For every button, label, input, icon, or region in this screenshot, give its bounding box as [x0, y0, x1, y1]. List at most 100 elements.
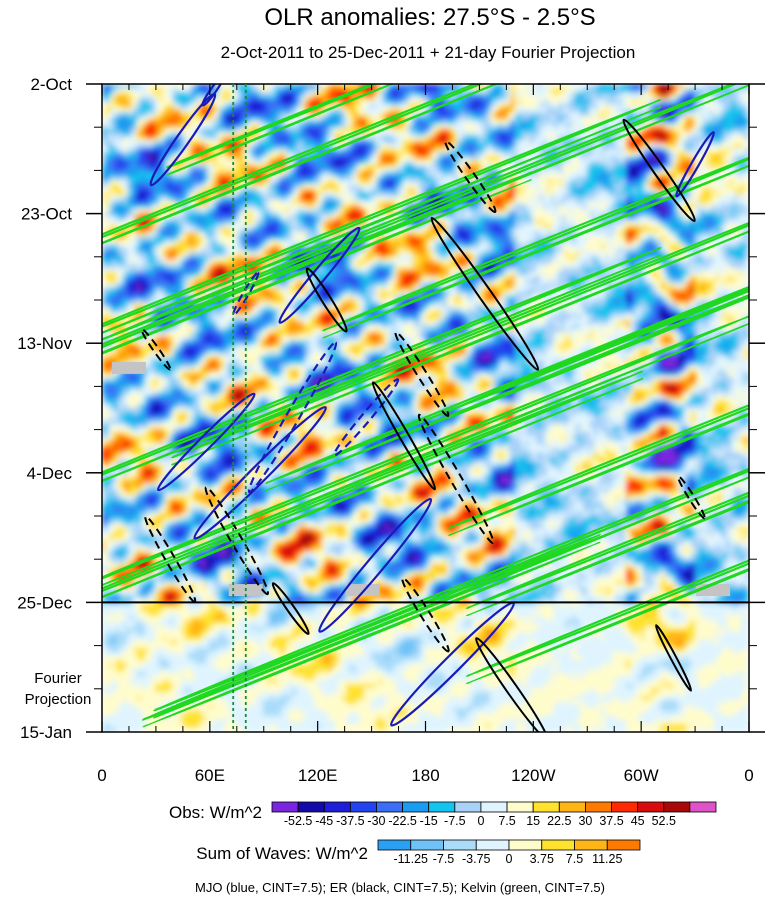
er-contour — [475, 637, 549, 732]
y-tick-label: 4-Dec — [27, 464, 73, 483]
chart-subtitle: 2-Oct-2011 to 25-Dec-2011 + 21-day Fouri… — [221, 43, 636, 62]
missing-data-mark — [345, 584, 380, 597]
kelvin-contour — [102, 98, 663, 379]
kelvin-contour — [102, 246, 663, 527]
colorbar-swatch — [349, 801, 377, 813]
colorbar-swatch — [558, 801, 586, 813]
colorbar-tick-label: 0 — [506, 852, 513, 866]
colorbar-swatch — [480, 801, 508, 813]
colorbar-tick-label: -52.5 — [284, 814, 313, 828]
y-tick-label: 15-Jan — [20, 723, 72, 742]
x-tick-label: 60W — [624, 766, 659, 785]
mjo-contour — [232, 271, 260, 317]
mjo-contour — [318, 497, 433, 633]
colorbar-swatch — [506, 801, 534, 813]
x-tick-label: 0 — [97, 766, 106, 785]
colorbar-swatch — [508, 839, 543, 851]
mjo-contour — [193, 405, 327, 540]
kelvin-contour-inner — [465, 498, 749, 685]
colorbar-tick-label: -11.25 — [393, 852, 428, 866]
kelvin-contour-inner — [102, 377, 644, 657]
waves-colorbar-label: Sum of Waves: W/m^2 — [196, 844, 368, 863]
kelvin-contour — [141, 533, 602, 721]
kelvin-contour — [170, 178, 749, 459]
kelvin-contour — [102, 314, 749, 595]
er-contour — [622, 118, 696, 223]
er-contour — [371, 381, 437, 491]
kelvin-contour — [447, 342, 749, 530]
colorbar-tick-label: 7.5 — [566, 852, 583, 866]
colorbar-swatch — [377, 839, 412, 851]
x-tick-label: 120W — [511, 766, 555, 785]
er-contour — [204, 486, 270, 596]
colorbar-tick-label: -7.5 — [444, 814, 466, 828]
colorbar-tick-label: -37.5 — [336, 814, 365, 828]
colorbar-tick-label: 22.5 — [547, 814, 571, 828]
colorbar-swatch — [606, 839, 641, 851]
colorbar-swatch — [637, 801, 665, 813]
er-contour — [394, 331, 450, 417]
mjo-contour — [156, 392, 256, 492]
kelvin-contour — [264, 251, 749, 485]
kelvin-contour — [102, 84, 749, 342]
mjo-contour — [201, 84, 226, 107]
obs-colorbar-label: Obs: W/m^2 — [169, 803, 262, 822]
colorbar-tick-label: 11.25 — [592, 852, 622, 866]
kelvin-contour-inner — [264, 258, 749, 492]
y-tick-label: 25-Dec — [17, 593, 72, 612]
colorbar-swatch — [297, 801, 325, 813]
kelvin-contour-inner — [102, 106, 662, 386]
colorbar-tick-label: -3.75 — [462, 852, 491, 866]
colorbar-swatch — [475, 839, 510, 851]
colorbar-tick-label: -7.5 — [433, 852, 455, 866]
colorbar-swatch — [541, 839, 575, 851]
mjo-contour — [247, 341, 338, 494]
kelvin-contour-inner — [447, 349, 749, 537]
chart-title: OLR anomalies: 27.5°S - 2.5°S — [264, 4, 595, 31]
kelvin-contour — [321, 144, 749, 332]
olr-heatmap — [102, 84, 749, 732]
colorbar-swatch — [376, 801, 403, 813]
kelvin-contour — [102, 370, 645, 650]
colorbar-swatch — [402, 801, 430, 813]
kelvin-contour-inner — [102, 84, 608, 318]
plot-area — [102, 84, 749, 732]
kelvin-contour — [465, 490, 749, 678]
waves-colorbar: -11.25 -7.5 -3.75 0 3.75 7.5 11.25 — [377, 839, 641, 866]
kelvin-contour-inner — [166, 84, 397, 176]
x-tick-label: 180 — [411, 766, 439, 785]
legend-note: MJO (blue, CINT=7.5); ER (black, CINT=7.… — [195, 880, 605, 895]
colorbar-swatch — [611, 801, 639, 813]
colorbar-swatch — [454, 801, 482, 813]
kelvin-contour-inner — [102, 254, 662, 534]
er-contour — [677, 475, 706, 520]
colorbar-tick-label: -22.5 — [388, 814, 417, 828]
colorbar-tick-label: 0 — [477, 814, 484, 828]
obs-colorbar: -52.5 -45 -37.5 -30 -22.5 -15 -7.5 0 7.5 15 22.5 30… — [271, 801, 717, 828]
kelvin-contour-inner — [102, 322, 749, 602]
mjo-contour — [333, 378, 400, 457]
kelvin-contour — [166, 84, 398, 169]
colorbar-swatch — [271, 801, 299, 813]
reference-longitude-lines — [232, 84, 247, 732]
x-tick-label: 0 — [744, 766, 753, 785]
colorbar-swatch — [428, 801, 456, 813]
colorbar-tick-label: 3.75 — [530, 852, 554, 866]
kelvin-contour-inner — [321, 152, 749, 339]
er-contour — [444, 140, 497, 214]
colorbar-swatch — [410, 839, 444, 851]
er-contour — [401, 577, 450, 653]
kelvin-contour — [102, 84, 609, 311]
x-tick-label: 60E — [195, 766, 225, 785]
colorbar-swatch — [574, 839, 608, 851]
er-contour — [417, 413, 495, 545]
axes: 0 60E 120E 180 120W 60W 0 2-Oct 23-Oct 13-Nov 4-De… — [17, 75, 765, 785]
y-tick-label: 2-Oct — [30, 75, 72, 94]
colorbar-tick-label: 7.5 — [498, 814, 515, 828]
colorbar-swatch — [443, 839, 477, 851]
colorbar-tick-label: 52.5 — [652, 814, 676, 828]
colorbar-swatch — [689, 801, 717, 813]
kelvin-contour-inner — [465, 430, 749, 617]
